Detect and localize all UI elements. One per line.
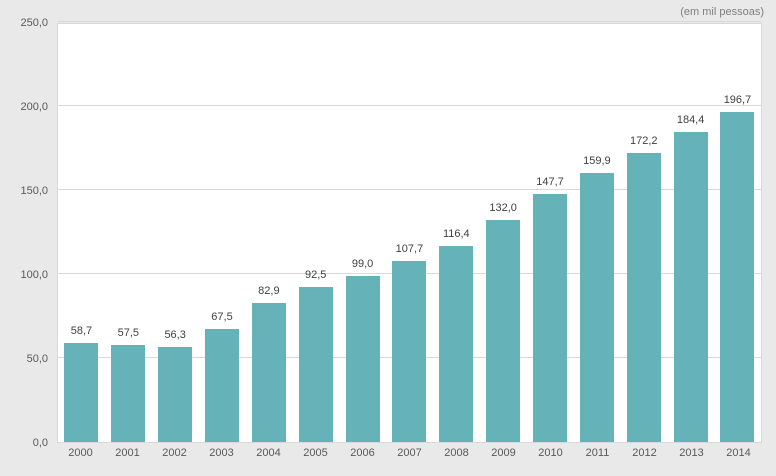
bar-value-label: 196,7 (723, 94, 752, 106)
x-axis-tick-label: 2008 (444, 447, 469, 459)
x-axis-tick-label: 2014 (726, 447, 751, 459)
gridline (58, 189, 761, 190)
bar-slot: 184,4 (667, 24, 714, 442)
bar (439, 246, 474, 442)
x-axis-tick-label: 2003 (209, 447, 234, 459)
x-axis-tick-label: 2005 (303, 447, 328, 459)
bar (486, 220, 521, 442)
bar-value-label: 82,9 (258, 285, 280, 297)
bar-value-label: 67,5 (211, 311, 233, 323)
bar-slot: 82,9 (245, 24, 292, 442)
bar-value-label: 99,0 (351, 258, 374, 270)
x-axis-tick-label: 2011 (585, 447, 610, 459)
bar-slot: 99,0 (339, 24, 386, 442)
x-axis-tick-label: 2012 (632, 447, 657, 459)
y-axis-tick-label: 150,0 (20, 185, 48, 197)
bar (626, 153, 661, 442)
bar-slot: 172,2 (620, 24, 667, 442)
x-axis-tick-label: 2001 (115, 447, 140, 459)
bar (111, 345, 146, 442)
bar (673, 132, 708, 442)
x-axis-tick-label: 2007 (397, 447, 422, 459)
bar-slot: 58,7 (58, 24, 105, 442)
bar (533, 194, 568, 442)
y-axis-tick-label: 0,0 (32, 437, 48, 449)
bar-value-label: 172,2 (629, 135, 658, 147)
bar-value-label: 58,7 (70, 325, 93, 337)
gridline (58, 105, 761, 106)
bar-value-label: 184,4 (676, 114, 705, 126)
bar (345, 276, 380, 442)
bar (64, 343, 99, 442)
bar (579, 173, 614, 442)
x-axis-tick-label: 2006 (350, 447, 375, 459)
x-axis: 2000 2001 2002 2003 2004 2005 2006 2007 2008 2009… (57, 447, 762, 459)
bar-slot: 116,4 (433, 24, 480, 442)
x-axis-tick-label: 2009 (491, 447, 516, 459)
y-axis: 0,0 50,0 100,0 150,0 200,0 250,0 (0, 17, 48, 449)
bar-value-label: 57,5 (117, 327, 139, 339)
bar-slot: 159,9 (573, 24, 620, 442)
bar (251, 303, 286, 442)
bar (720, 112, 755, 442)
bar-slot: 56,3 (152, 24, 199, 442)
bar-slot: 92,5 (292, 24, 339, 442)
bar-value-label: 92,5 (305, 269, 327, 281)
bar-slot: 107,7 (386, 24, 433, 442)
y-axis-tick-label: 200,0 (20, 101, 48, 113)
x-axis-tick-label: 2000 (68, 447, 93, 459)
bar-slot: 147,7 (527, 24, 574, 442)
bar-value-label: 116,4 (442, 228, 470, 240)
bars-row: 58,7 57,5 56,3 67,5 82,9 92,5 99,0 107,7 116,4 13… (58, 24, 761, 442)
bar-value-label: 56,3 (164, 329, 186, 341)
y-axis-tick-label: 250,0 (20, 17, 48, 29)
bar-slot: 196,7 (714, 24, 761, 442)
gridline (58, 21, 761, 22)
bar (298, 287, 333, 442)
plot-area: 58,7 57,5 56,3 67,5 82,9 92,5 99,0 107,7 116,4 13… (57, 21, 762, 443)
bar-slot: 67,5 (199, 24, 246, 442)
y-axis-tick-label: 100,0 (20, 269, 48, 281)
y-axis-tick-label: 50,0 (26, 353, 48, 365)
bar-value-label: 132,0 (489, 202, 517, 214)
unit-label: (em mil pessoas) (680, 6, 764, 18)
x-axis-tick-label: 2002 (162, 447, 187, 459)
bar-slot: 132,0 (480, 24, 527, 442)
bar-value-label: 159,9 (583, 155, 611, 167)
bar-value-label: 147,7 (536, 176, 564, 188)
bar-value-label: 107,7 (395, 243, 424, 255)
x-axis-tick-label: 2004 (256, 447, 281, 459)
bar (205, 329, 239, 442)
bar-slot: 57,5 (105, 24, 152, 442)
bar (392, 261, 427, 442)
bar (158, 347, 193, 442)
x-axis-tick-label: 2010 (538, 447, 563, 459)
x-axis-tick-label: 2013 (679, 447, 704, 459)
